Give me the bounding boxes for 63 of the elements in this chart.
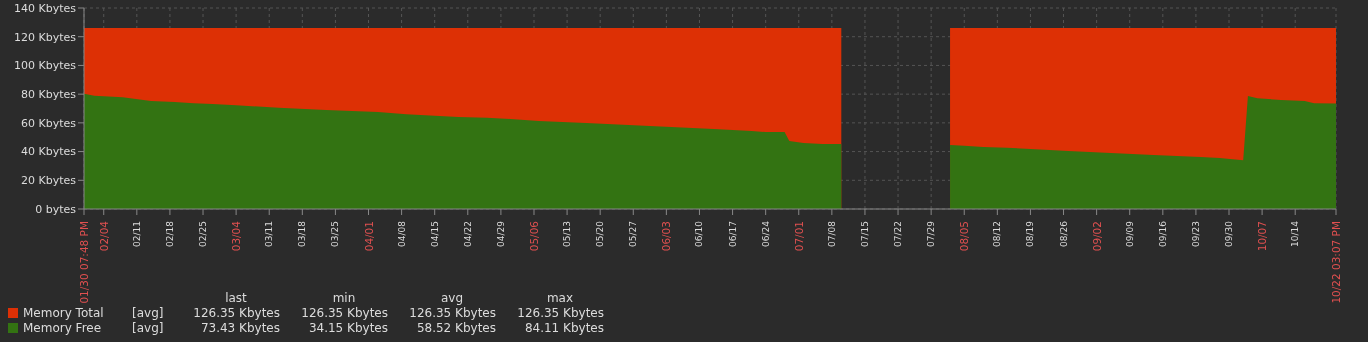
x-tick-label: 09/02 <box>1090 221 1103 252</box>
x-tick-label: 04/22 <box>462 221 473 247</box>
x-tick-label: 02/18 <box>164 220 175 247</box>
y-tick-label: 100 Kbytes <box>13 59 77 73</box>
y-tick-label: 20 Kbytes <box>20 174 77 188</box>
x-tick-label: 03/25 <box>330 221 341 247</box>
x-tick-label: 06/24 <box>760 220 771 247</box>
x-tick-label: 07/15 <box>859 221 870 247</box>
x-tick-label: 10/14 <box>1290 220 1301 247</box>
text: 34.15 Kbytes <box>307 321 388 335</box>
text: 126.35 Kbytes <box>516 306 604 320</box>
x-tick-label: 09/23 <box>1190 221 1201 247</box>
text: max <box>545 291 575 305</box>
x-tick-label: 09/16 <box>1157 220 1168 247</box>
x-tick-label: 08/05 <box>958 221 971 252</box>
y-tick-label: 60 Kbytes <box>20 116 77 130</box>
x-tick-label: 05/27 <box>628 221 639 247</box>
x-tick-label: 09/09 <box>1124 220 1135 247</box>
text: 84.11 Kbytes <box>523 321 604 335</box>
x-tick-label: 08/26 <box>1058 220 1069 247</box>
text: avg <box>439 291 465 305</box>
x-tick-label: 06/10 <box>694 220 705 247</box>
x-tick-label: 08/12 <box>992 221 1003 247</box>
x-tick-label: 07/01 <box>792 221 805 252</box>
x-tick-label: 10/22 03:07 PM <box>1330 221 1342 304</box>
text: [avg] <box>132 321 165 335</box>
x-tick-label: 03/11 <box>264 221 275 247</box>
x-tick-label: 09/30 <box>1224 220 1235 247</box>
y-tick-label: 140 Kbytes <box>13 1 77 15</box>
y-tick-label: 40 Kbytes <box>20 145 77 159</box>
legend-label: Memory Total <box>23 306 104 320</box>
text: 58.52 Kbytes <box>415 321 496 335</box>
x-tick-label: 04/15 <box>429 221 440 247</box>
y-tick-label: 0 bytes <box>35 202 77 216</box>
x-tick-label: 07/29 <box>926 220 937 247</box>
text: 126.35 Kbytes <box>300 306 388 320</box>
x-tick-label: 01/30 07:48 PM <box>78 221 90 304</box>
x-tick-label: 03/04 <box>230 220 243 252</box>
x-tick-label: 02/25 <box>198 221 209 247</box>
text: [avg] <box>132 306 165 320</box>
x-tick-label: 06/17 <box>727 221 738 247</box>
x-tick-label: 03/18 <box>297 220 308 247</box>
text: 126.35 Kbytes <box>192 306 280 320</box>
text: min <box>331 291 357 305</box>
text: 73.43 Kbytes <box>199 321 280 335</box>
x-tick-label: 02/04 <box>97 220 110 252</box>
y-tick-label: 80 Kbytes <box>20 88 77 102</box>
legend-label: Memory Free <box>23 321 102 335</box>
x-tick-label: 05/20 <box>595 220 606 247</box>
x-tick-label: 04/01 <box>362 221 375 252</box>
x-tick-label: 05/13 <box>562 221 573 247</box>
x-tick-label: 05/06 <box>527 220 540 252</box>
x-tick-label: 07/22 <box>893 221 904 247</box>
text: 126.35 Kbytes <box>408 306 496 320</box>
x-tick-label: 02/11 <box>131 221 142 247</box>
x-tick-label: 07/08 <box>826 220 837 247</box>
text: last <box>224 291 248 305</box>
x-tick-label: 04/08 <box>396 220 407 247</box>
x-tick-label: 10/07 <box>1256 221 1269 252</box>
x-tick-label: 08/19 <box>1025 220 1036 247</box>
x-tick-label: 06/03 <box>660 221 673 252</box>
y-tick-label: 120 Kbytes <box>13 30 77 44</box>
x-tick-label: 04/29 <box>495 220 506 247</box>
